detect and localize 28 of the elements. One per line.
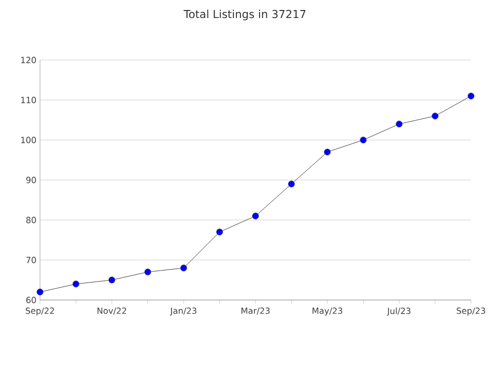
x-tick-label: Sep/23: [456, 308, 486, 316]
point: [180, 264, 188, 272]
x-tick-label: Jan/23: [170, 308, 196, 316]
point: [324, 148, 331, 156]
y-tick-label: 110: [21, 96, 36, 104]
x-tick-label: Jul/23: [386, 308, 410, 316]
point: [252, 212, 259, 220]
y-tick-label: 100: [21, 136, 36, 144]
y-tick-label: 80: [26, 216, 36, 224]
x-tick-label: Mar/23: [242, 308, 270, 315]
x-tick-label: May/23: [312, 308, 342, 316]
x-tick-label: Sep/22: [26, 308, 54, 316]
point: [216, 228, 223, 236]
x-tick-label: Nov/22: [98, 308, 126, 315]
point: [36, 288, 44, 296]
point: [72, 280, 80, 288]
chart-title: Total Listings in 37217: [184, 10, 306, 20]
y-tick-label: 120: [21, 56, 36, 64]
point: [468, 92, 474, 100]
point: [396, 120, 403, 128]
y-tick-label: 70: [26, 256, 36, 264]
y-tick-label: 60: [26, 296, 36, 304]
point: [288, 180, 295, 188]
point: [432, 112, 438, 120]
point: [360, 136, 367, 144]
point: [108, 276, 116, 284]
y-tick-label: 90: [26, 176, 36, 184]
point: [144, 268, 152, 276]
